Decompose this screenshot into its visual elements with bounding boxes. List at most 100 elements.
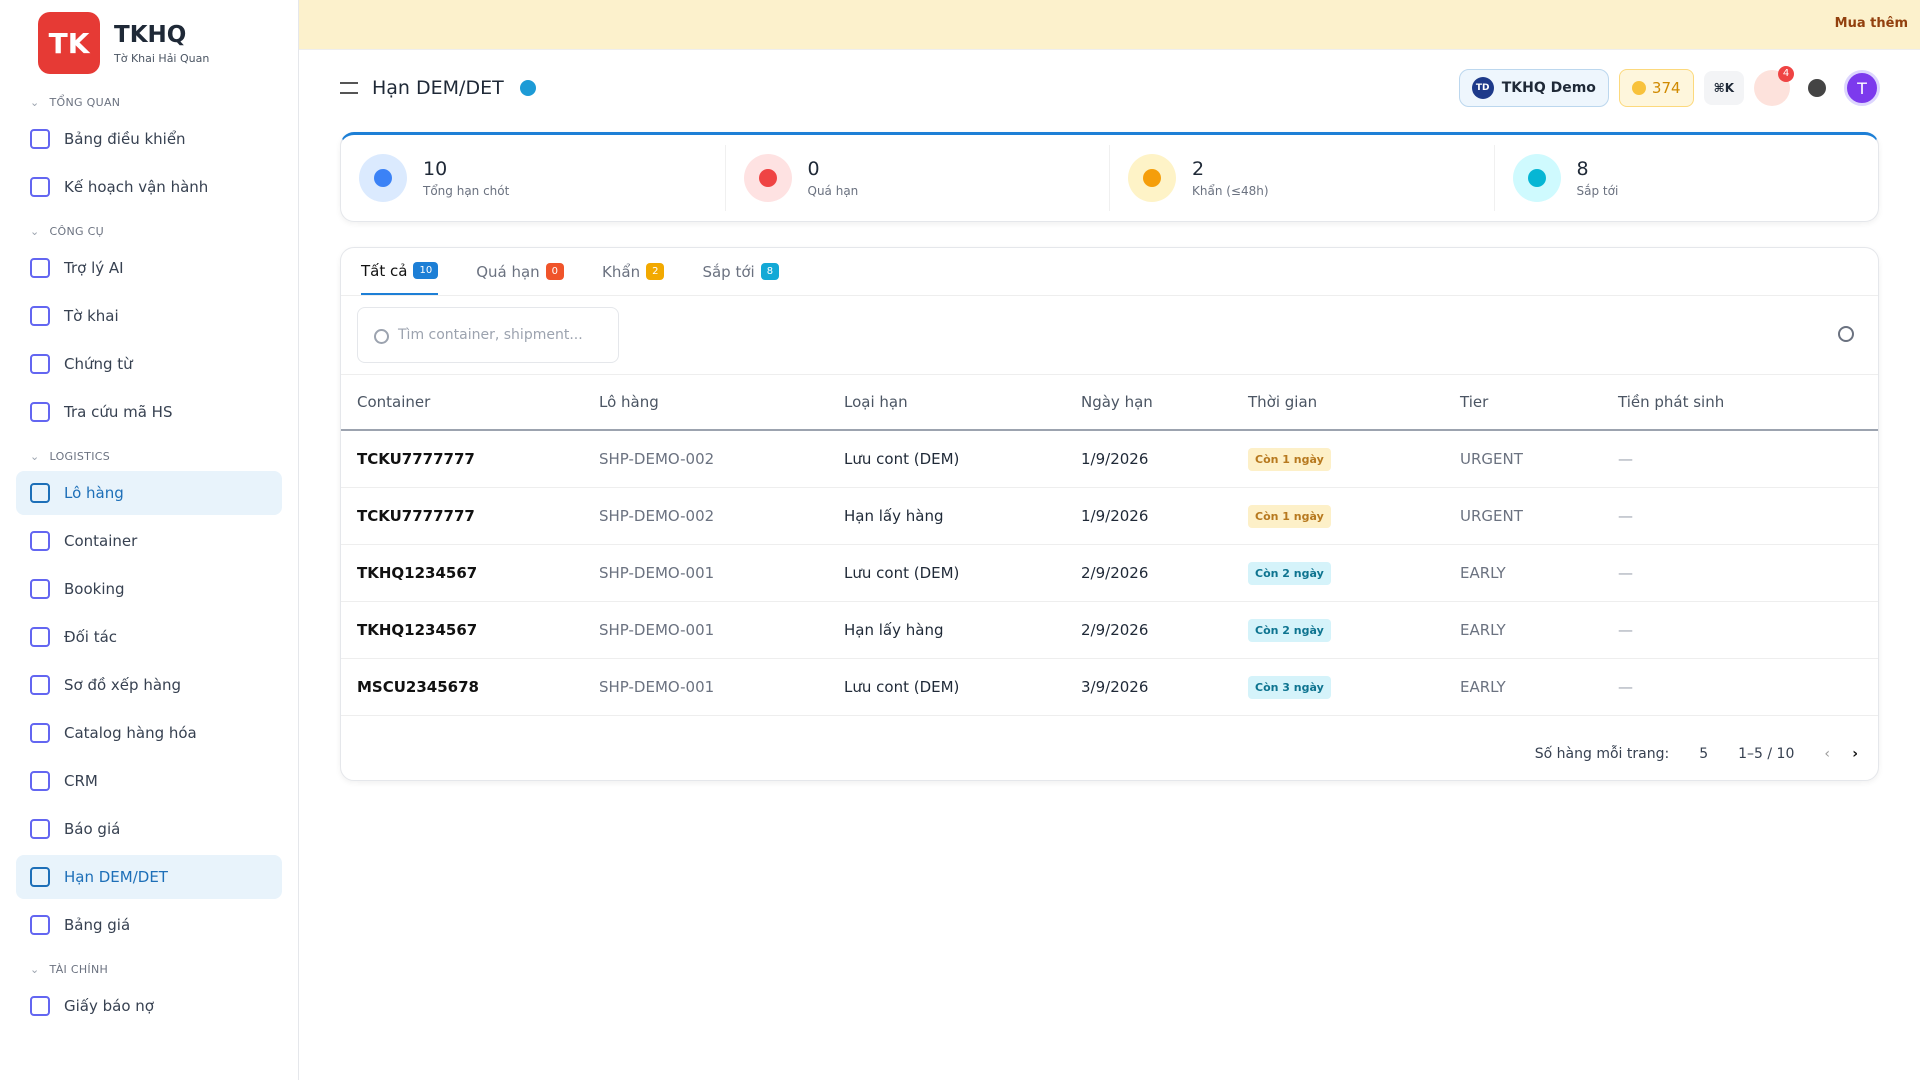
nav-icon bbox=[30, 129, 50, 149]
nav-item[interactable]: CRM bbox=[16, 759, 282, 803]
nav-item[interactable]: Tờ khai bbox=[16, 294, 282, 338]
nav-item[interactable]: Đối tác bbox=[16, 615, 282, 659]
info-icon[interactable] bbox=[519, 80, 536, 96]
table-card: Tất cả 10 Quá hạn 0 Khẩn 2 Sắp tới 8 Tìm contai… bbox=[340, 247, 1879, 781]
nav-item[interactable]: Hạn DEM/DET bbox=[16, 855, 282, 899]
pagination: Số hàng mỗi trang: 5 1–5 / 10 ‹ › bbox=[1535, 746, 1858, 762]
theme-toggle[interactable] bbox=[1808, 79, 1826, 97]
header-actions: TD TKHQ Demo 374 ⌘K 4 T bbox=[1458, 66, 1880, 107]
stat-label: Quá hạn bbox=[807, 184, 859, 198]
tab-label: Khẩn bbox=[602, 262, 641, 281]
header: Hạn DEM/DET TD TKHQ Demo 374 ⌘K 4 T bbox=[340, 66, 1880, 110]
tab[interactable]: Sắp tới 8 bbox=[702, 248, 780, 295]
credits[interactable]: 374 bbox=[1618, 69, 1694, 107]
workspace-switcher[interactable]: TD TKHQ Demo bbox=[1458, 69, 1609, 107]
nav-label: Lô hàng bbox=[64, 484, 124, 502]
cell: — bbox=[1618, 621, 1633, 639]
refresh-button[interactable] bbox=[1838, 326, 1854, 342]
nav-section[interactable]: CÔNG CỤ bbox=[30, 225, 282, 238]
table-row[interactable]: TCKU7777777 SHP-DEMO-002 Hạn lấy hàng 1/9/2… bbox=[341, 488, 1878, 545]
nav-section[interactable]: LOGISTICS bbox=[30, 450, 282, 463]
nav-item[interactable]: Kế hoạch vận hành bbox=[16, 165, 282, 209]
time-badge: Còn 1 ngày bbox=[1248, 504, 1331, 528]
page-size[interactable]: 5 bbox=[1699, 746, 1709, 762]
cell: SHP-DEMO-002 bbox=[599, 450, 715, 468]
nav-item[interactable]: Tra cứu mã HS bbox=[16, 390, 282, 434]
cell: SHP-DEMO-001 bbox=[599, 678, 715, 696]
stat-label: Tổng hạn chót bbox=[423, 184, 510, 198]
nav-icon bbox=[30, 402, 50, 422]
nav-section[interactable]: TỔNG QUAN bbox=[30, 96, 282, 109]
brand-name: TKHQ bbox=[114, 21, 187, 48]
stat-text: 2 Khẩn (≤48h) bbox=[1192, 158, 1269, 198]
tab-count: 2 bbox=[646, 263, 665, 280]
nav-item[interactable]: Trợ lý AI bbox=[16, 246, 282, 290]
nav-item[interactable]: Catalog hàng hóa bbox=[16, 711, 282, 755]
nav-item[interactable]: Báo giá bbox=[16, 807, 282, 851]
menu-toggle[interactable] bbox=[340, 82, 358, 94]
nav-icon bbox=[30, 354, 50, 374]
stats-card: 10 Tổng hạn chót 0 Quá hạn 2 Khẩn (≤48h) 8 Sắp … bbox=[340, 132, 1879, 222]
table-row[interactable]: TCKU7777777 SHP-DEMO-002 Lưu cont (DEM) 1/9… bbox=[341, 431, 1878, 488]
search-shortcut[interactable]: ⌘K bbox=[1703, 71, 1744, 105]
stat-text: 10 Tổng hạn chót bbox=[423, 158, 509, 198]
stat-value: 0 bbox=[807, 158, 820, 180]
cell: 2/9/2026 bbox=[1081, 564, 1149, 582]
tab[interactable]: Tất cả 10 bbox=[361, 248, 439, 295]
notifications[interactable]: 4 bbox=[1754, 66, 1794, 106]
nav-label: Bảng điều khiển bbox=[64, 130, 186, 148]
sidebar: TK TKHQ Tờ Khai Hải Quan TỔNG QUAN Bảng đi… bbox=[0, 0, 299, 1080]
table-row[interactable]: MSCU2345678 SHP-DEMO-001 Lưu cont (DEM) 3/9… bbox=[341, 659, 1878, 716]
banner: Mua thêm bbox=[299, 0, 1920, 50]
tab[interactable]: Khẩn 2 bbox=[602, 248, 665, 295]
table-row[interactable]: TKHQ1234567 SHP-DEMO-001 Lưu cont (DEM) 2/9… bbox=[341, 545, 1878, 602]
stat-text: 8 Sắp tới bbox=[1577, 158, 1619, 198]
cell: — bbox=[1618, 450, 1633, 468]
nav-item[interactable]: Bảng điều khiển bbox=[16, 117, 282, 161]
nav-item[interactable]: Giấy báo nợ bbox=[16, 984, 282, 1028]
nav-icon bbox=[30, 531, 50, 551]
nav-item[interactable]: Lô hàng bbox=[16, 471, 282, 515]
stat: 2 Khẩn (≤48h) bbox=[1110, 145, 1495, 211]
cell: SHP-DEMO-001 bbox=[599, 564, 715, 582]
buy-more[interactable]: Mua thêm bbox=[1834, 16, 1908, 31]
cell: URGENT bbox=[1460, 507, 1523, 525]
stat-value: 2 bbox=[1192, 158, 1205, 180]
cell: EARLY bbox=[1460, 621, 1506, 639]
nav-section[interactable]: TÀI CHÍNH bbox=[30, 963, 282, 976]
cell: Hạn lấy hàng bbox=[844, 621, 944, 639]
stat-icon bbox=[1512, 154, 1561, 202]
time-badge: Còn 2 ngày bbox=[1248, 618, 1331, 642]
cell: — bbox=[1618, 507, 1633, 525]
nav-item[interactable]: Bảng giá bbox=[16, 903, 282, 947]
nav-label: Báo giá bbox=[64, 820, 121, 838]
tab-label: Tất cả bbox=[361, 261, 408, 280]
cell: TKHQ1234567 bbox=[357, 621, 478, 639]
cell: Lưu cont (DEM) bbox=[844, 678, 960, 696]
nav-item[interactable]: Chứng từ bbox=[16, 342, 282, 386]
cell: 1/9/2026 bbox=[1081, 507, 1149, 525]
nav-item[interactable]: Sơ đồ xếp hàng bbox=[16, 663, 282, 707]
workspace-badge: TD bbox=[1471, 77, 1494, 99]
nav-item[interactable]: Container bbox=[16, 519, 282, 563]
stat-value: 8 bbox=[1576, 158, 1589, 180]
avatar[interactable]: T bbox=[1844, 70, 1880, 106]
column-header: Lô hàng bbox=[599, 393, 659, 411]
nav-item[interactable]: Booking bbox=[16, 567, 282, 611]
stat: 0 Quá hạn bbox=[726, 145, 1110, 211]
nav-label: Tra cứu mã HS bbox=[64, 403, 173, 421]
nav-label: CRM bbox=[64, 772, 98, 790]
nav-icon bbox=[30, 771, 50, 791]
time-badge: Còn 2 ngày bbox=[1248, 561, 1331, 585]
table-row[interactable]: TKHQ1234567 SHP-DEMO-001 Hạn lấy hàng 2/9/2… bbox=[341, 602, 1878, 659]
tab[interactable]: Quá hạn 0 bbox=[476, 248, 565, 295]
column-header: Tier bbox=[1460, 393, 1489, 411]
search-input[interactable]: Tìm container, shipment... bbox=[357, 307, 619, 363]
column-header[interactable]: Thời gian bbox=[1248, 393, 1318, 411]
page-nav[interactable]: ‹ › bbox=[1824, 746, 1858, 762]
column-header: Ngày hạn bbox=[1081, 393, 1153, 411]
cell: TCKU7777777 bbox=[357, 507, 475, 525]
cell: TKHQ1234567 bbox=[357, 564, 478, 582]
page-size-label: Số hàng mỗi trang: bbox=[1534, 746, 1670, 762]
